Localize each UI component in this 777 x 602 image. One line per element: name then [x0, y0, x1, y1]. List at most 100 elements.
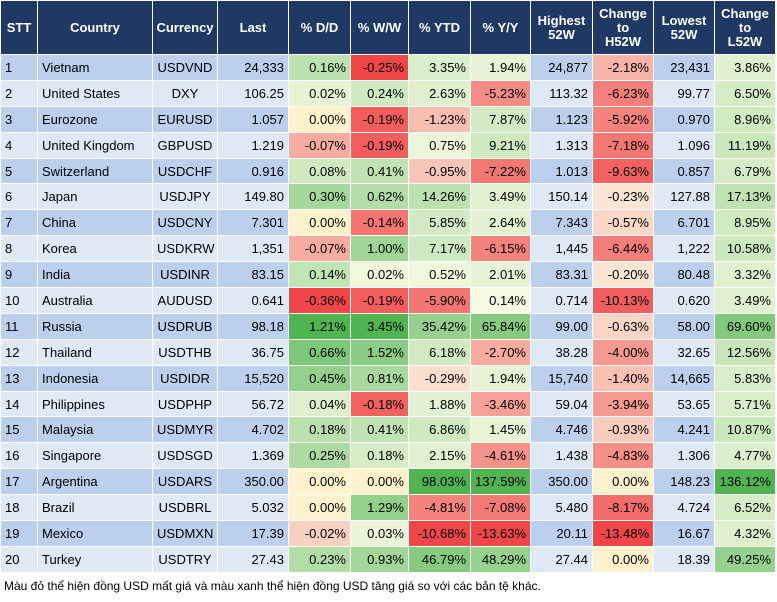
table-cell: 53.65: [653, 390, 715, 418]
table-cell: Thailand: [37, 338, 153, 366]
table-cell: -4.00%: [592, 338, 654, 366]
table-row: 11 Russia USDRUB 98.18 1.21% 3.45% 35.42% 65.84…: [0, 312, 776, 340]
table-cell: 4.77%: [714, 442, 776, 470]
column-header: Last: [217, 0, 289, 55]
table-cell: 0.45%: [288, 364, 351, 392]
table-row: 2 United States DXY 106.25 0.02% 0.24% 2.63% -5…: [0, 79, 776, 107]
table-cell: 12.56%: [714, 338, 776, 366]
table-cell: 8.96%: [714, 105, 776, 133]
table-cell: -4.81%: [408, 494, 471, 522]
table-cell: Philippines: [37, 390, 153, 418]
table-cell: USDSGD: [152, 442, 218, 470]
table-cell: 1.94%: [470, 54, 531, 81]
table-cell: 20.11: [530, 520, 593, 547]
table-cell: 38.28: [530, 338, 593, 366]
table-cell: 6.18%: [408, 338, 471, 366]
table-row: 5 Switzerland USDCHF 0.916 0.08% 0.41% -0.95% -…: [0, 157, 776, 185]
table-cell: Singapore: [37, 442, 153, 470]
table-cell: 14.26%: [408, 183, 471, 211]
table-cell: Eurozone: [37, 105, 153, 133]
table-cell: 49.25%: [714, 545, 776, 573]
table-cell: -0.14%: [350, 209, 409, 237]
table-cell: 13: [0, 364, 38, 392]
table-cell: 0.916: [217, 157, 289, 185]
table-cell: -5.92%: [592, 105, 654, 133]
table-cell: -6.23%: [592, 79, 654, 107]
table-cell: 1.123: [530, 105, 593, 133]
table-row: 3 Eurozone EURUSD 1.057 0.00% -0.19% -1.23% 7.8…: [0, 105, 776, 133]
table-cell: -7.08%: [470, 494, 531, 522]
table-cell: Russia: [37, 312, 153, 340]
table-cell: -4.83%: [592, 442, 654, 470]
table-cell: 98.18: [217, 312, 289, 340]
table-cell: Argentina: [37, 468, 153, 496]
table-row: 12 Thailand USDTHB 36.75 0.66% 1.52% 6.18% -2.7…: [0, 338, 776, 366]
table-cell: 18.39: [653, 545, 715, 573]
table-cell: 3.49%: [470, 183, 531, 211]
table-cell: GBPUSD: [152, 131, 218, 159]
column-header: % YTD: [408, 0, 471, 55]
table-cell: USDMXN: [152, 520, 218, 547]
table-cell: -4.61%: [470, 442, 531, 470]
table-cell: -0.19%: [350, 131, 409, 159]
table-cell: -13.48%: [592, 520, 654, 547]
table-cell: 32.65: [653, 338, 715, 366]
table-cell: 5.71%: [714, 390, 776, 418]
table-cell: USDKRW: [152, 235, 218, 263]
table-cell: Vietnam: [37, 54, 153, 81]
table-cell: 0.970: [653, 105, 715, 133]
table-cell: -0.63%: [592, 312, 654, 340]
table-cell: 136.12%: [714, 468, 776, 496]
table-cell: 1.369: [217, 442, 289, 470]
table-cell: -2.18%: [592, 54, 654, 81]
table-cell: 80.48: [653, 261, 715, 289]
table-cell: Brazil: [37, 494, 153, 522]
table-cell: 23,431: [653, 54, 715, 81]
table-cell: USDIDR: [152, 364, 218, 392]
table-row: 6 Japan USDJPY 149.80 0.30% 0.62% 14.26% 3.49% 1…: [0, 183, 776, 211]
table-cell: 0.75%: [408, 131, 471, 159]
table-cell: 10: [0, 287, 38, 314]
table-cell: 0.25%: [288, 442, 351, 470]
table-cell: -5.90%: [408, 287, 471, 314]
table-cell: 0.04%: [288, 390, 351, 418]
table-cell: USDARS: [152, 468, 218, 496]
table-cell: -0.18%: [350, 390, 409, 418]
table-cell: 0.16%: [288, 54, 351, 81]
table-cell: 3: [0, 105, 38, 133]
table-cell: 0.00%: [288, 468, 351, 496]
table-cell: -0.19%: [350, 105, 409, 133]
table-cell: 3.86%: [714, 54, 776, 81]
table-cell: 1.438: [530, 442, 593, 470]
table-cell: 1.88%: [408, 390, 471, 418]
column-header: Country: [37, 0, 153, 55]
table-cell: -0.36%: [288, 287, 351, 314]
table-cell: 2.01%: [470, 261, 531, 289]
table-cell: 106.25: [217, 79, 289, 107]
table-cell: Korea: [37, 235, 153, 263]
table-cell: -0.02%: [288, 520, 351, 547]
table-cell: 0.52%: [408, 261, 471, 289]
table-cell: United States: [37, 79, 153, 107]
table-cell: -0.23%: [592, 183, 654, 211]
table-row: 8 Korea USDKRW 1,351 -0.07% 1.00% 7.17% -6.15% 1…: [0, 235, 776, 263]
table-cell: 1.21%: [288, 312, 351, 340]
table-cell: -0.29%: [408, 364, 471, 392]
table-cell: 20: [0, 545, 38, 573]
table-cell: 4.241: [653, 416, 715, 444]
table-cell: 7.343: [530, 209, 593, 237]
table-cell: 3.35%: [408, 54, 471, 81]
table-cell: 3.49%: [714, 287, 776, 314]
table-cell: 5.032: [217, 494, 289, 522]
table-cell: Malaysia: [37, 416, 153, 444]
table-cell: -0.93%: [592, 416, 654, 444]
table-cell: Switzerland: [37, 157, 153, 185]
table-cell: -10.68%: [408, 520, 471, 547]
table-cell: -2.70%: [470, 338, 531, 366]
column-header: Lowest 52W: [653, 0, 715, 55]
table-cell: 6.52%: [714, 494, 776, 522]
fx-table: STT Country Currency Last% D/D% W/W% YTD% Y…: [0, 0, 776, 573]
table-cell: Australia: [37, 287, 153, 314]
table-row: 18 Brazil USDBRL 5.032 0.00% 1.29% -4.81% -7.08…: [0, 494, 776, 522]
